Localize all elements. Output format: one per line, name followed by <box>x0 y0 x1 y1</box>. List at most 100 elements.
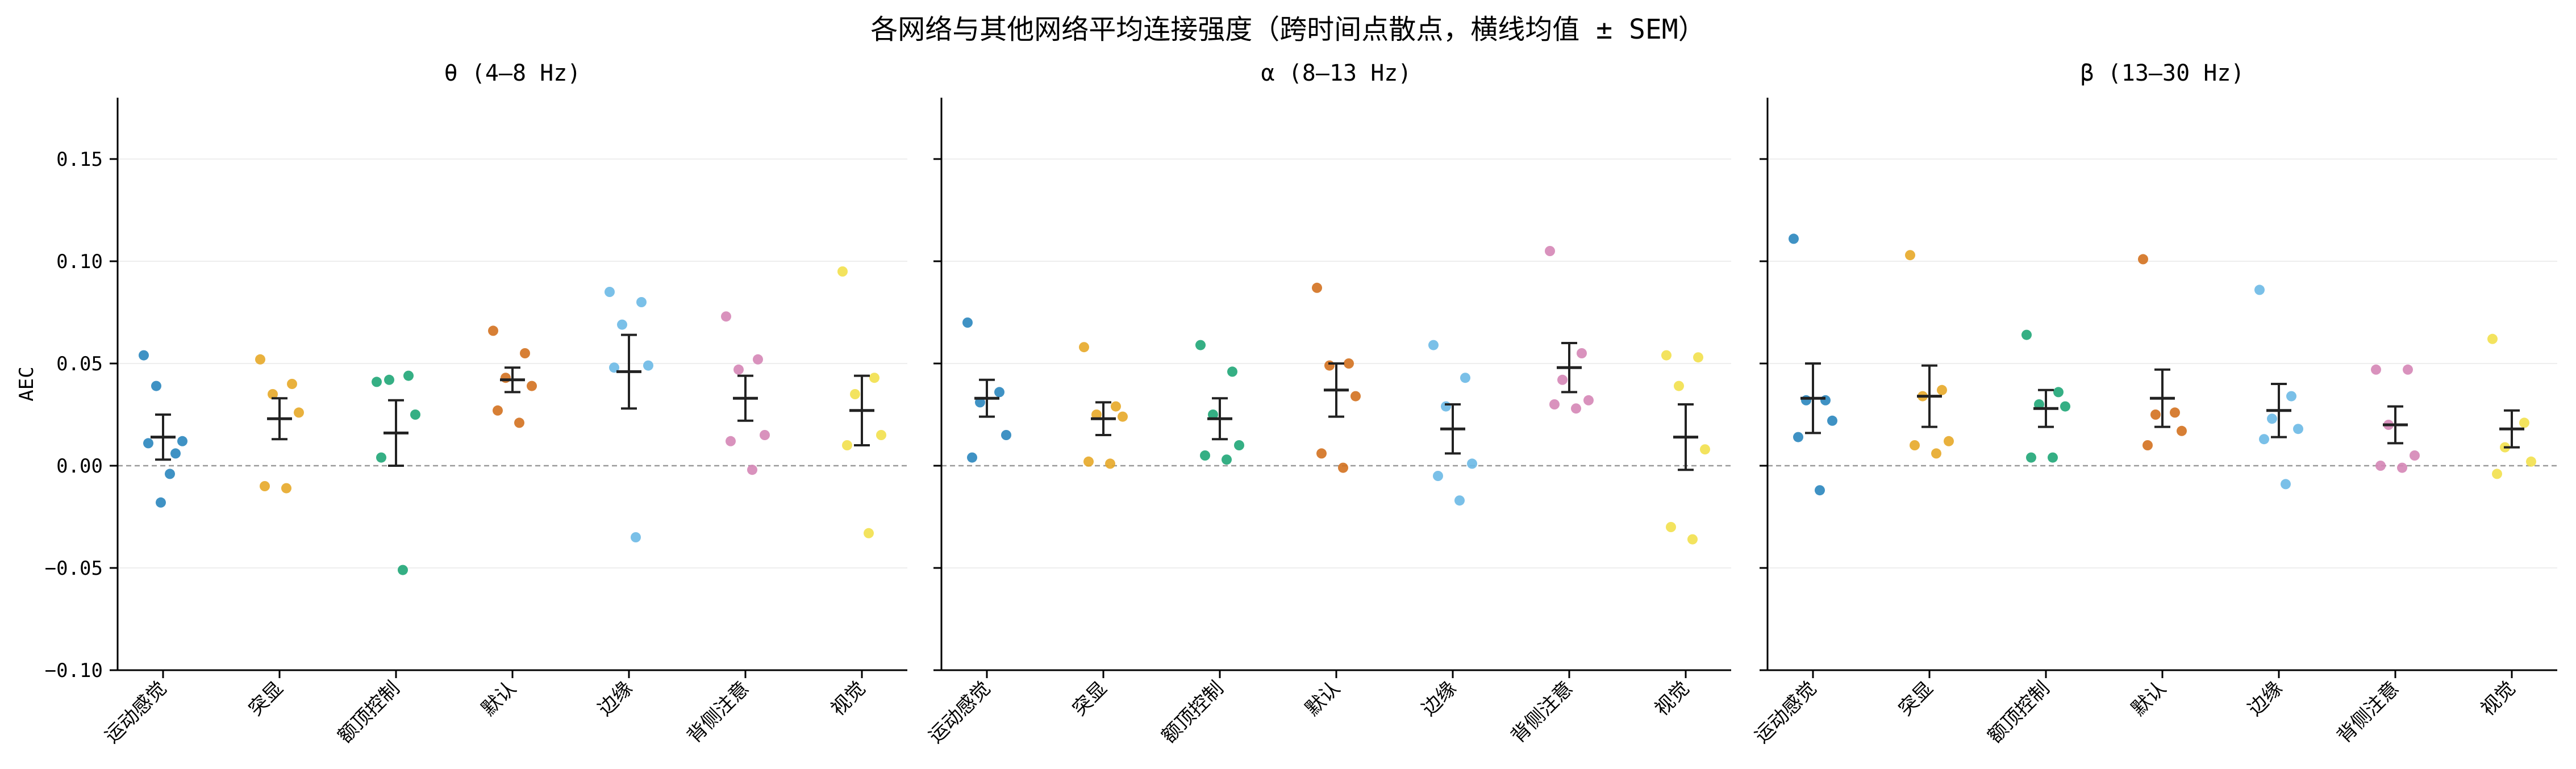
data-point <box>1815 485 1825 496</box>
data-point <box>493 405 503 416</box>
data-point <box>165 469 175 479</box>
data-point <box>281 483 291 494</box>
panel-title: α (8–13 Hz) <box>1261 60 1412 86</box>
data-point <box>1674 381 1684 391</box>
data-point <box>1549 399 1560 409</box>
data-point <box>1195 340 1206 350</box>
data-point <box>156 497 166 508</box>
data-point <box>384 374 394 385</box>
data-point <box>1661 350 1672 361</box>
data-point <box>139 350 149 361</box>
data-point <box>1944 436 1954 446</box>
data-point <box>1931 448 1941 459</box>
data-point <box>1344 358 1354 369</box>
y-tick-label: 0.15 <box>56 148 103 171</box>
y-tick-label: −0.05 <box>45 557 103 580</box>
data-point <box>760 430 770 440</box>
data-point <box>1545 246 1555 256</box>
data-point <box>2397 462 2407 473</box>
data-point <box>2487 333 2498 344</box>
data-point <box>721 311 731 322</box>
data-point <box>864 528 874 538</box>
data-point <box>488 325 498 336</box>
data-point <box>975 397 985 408</box>
data-point <box>1208 409 1218 420</box>
data-point <box>2281 479 2291 490</box>
data-point <box>1793 432 1803 442</box>
data-point <box>1583 395 1594 406</box>
data-point <box>2048 452 2058 463</box>
data-point <box>1433 471 1443 481</box>
data-point <box>1200 450 1210 461</box>
data-point <box>2254 285 2265 295</box>
data-point <box>1222 454 1232 465</box>
data-point <box>1571 403 1581 414</box>
data-point <box>1820 395 1831 406</box>
data-point <box>294 407 304 418</box>
data-point <box>2492 469 2502 479</box>
data-point <box>1227 366 1237 377</box>
data-point <box>1105 458 1115 469</box>
data-point <box>2053 387 2064 398</box>
data-point <box>643 360 653 371</box>
data-point <box>2526 456 2536 467</box>
data-point <box>1316 448 1327 459</box>
data-point <box>1441 401 1451 412</box>
data-point <box>143 438 153 449</box>
data-point <box>2267 413 2277 424</box>
data-point <box>1937 384 1947 395</box>
data-point <box>631 532 641 542</box>
data-point <box>869 373 879 383</box>
data-point <box>1460 373 1470 383</box>
data-point <box>177 436 187 446</box>
data-point <box>733 364 744 375</box>
data-point <box>2519 417 2529 428</box>
data-point <box>1577 348 1587 358</box>
data-point <box>1118 411 1128 422</box>
data-point <box>2410 450 2420 461</box>
data-point <box>501 373 511 383</box>
data-point <box>2150 409 2161 420</box>
data-point <box>1910 440 1920 450</box>
data-point <box>514 417 524 428</box>
data-point <box>876 430 886 440</box>
data-point <box>1083 456 1094 467</box>
data-point <box>1467 458 1477 469</box>
y-tick-label: 0.00 <box>56 455 103 478</box>
data-point <box>1700 444 1710 455</box>
data-point <box>2170 407 2180 418</box>
data-point <box>1801 395 1811 406</box>
data-point <box>151 381 161 391</box>
data-point <box>842 440 852 450</box>
y-tick-label: 0.10 <box>56 250 103 273</box>
data-point <box>753 354 763 365</box>
data-point <box>2138 254 2148 265</box>
data-point <box>837 266 848 277</box>
data-point <box>1312 282 1322 293</box>
data-point <box>268 389 278 399</box>
data-point <box>2293 424 2303 434</box>
data-point <box>2375 461 2386 471</box>
data-point <box>1001 430 1011 440</box>
data-point <box>2060 401 2070 412</box>
data-point <box>1827 415 1837 426</box>
data-point <box>1905 250 1915 261</box>
figure-title: 各网络与其他网络平均连接强度（跨时间点散点，横线均值 ± SEM） <box>870 14 1705 45</box>
data-point <box>994 387 1004 398</box>
data-point <box>1557 374 1568 385</box>
panel-title: θ (4–8 Hz) <box>444 60 581 86</box>
data-point <box>2259 434 2269 445</box>
y-tick-label: 0.05 <box>56 353 103 375</box>
data-point <box>2403 364 2413 375</box>
data-point <box>2371 364 2381 375</box>
data-point <box>962 317 973 328</box>
data-point <box>527 381 537 391</box>
data-point <box>850 389 860 399</box>
data-point <box>372 377 382 387</box>
data-point <box>255 354 265 365</box>
data-point <box>605 287 615 297</box>
data-point <box>287 379 297 389</box>
data-point <box>376 452 386 463</box>
